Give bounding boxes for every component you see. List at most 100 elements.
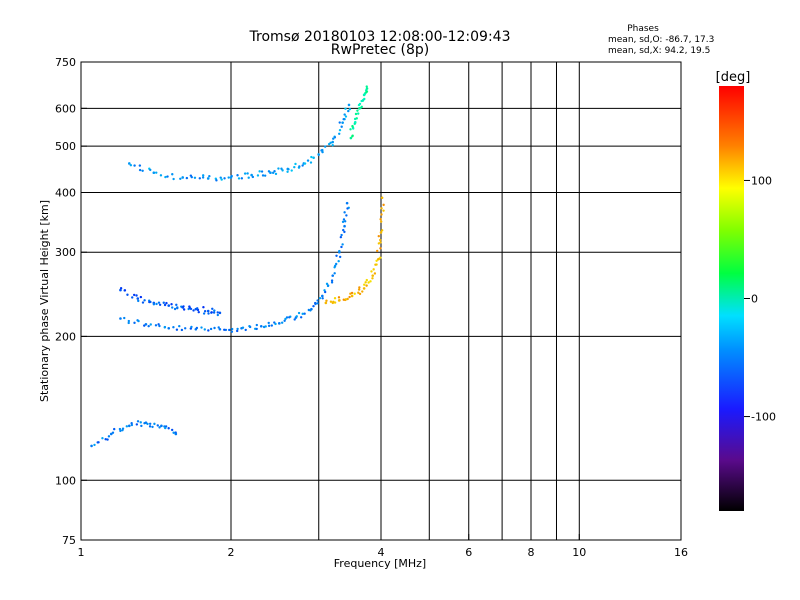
echo-point xyxy=(126,293,129,296)
echo-point xyxy=(329,141,332,145)
echo-point xyxy=(139,295,143,299)
echo-point xyxy=(256,174,260,177)
echo-point xyxy=(361,290,364,293)
echo-point xyxy=(382,209,385,212)
echo-point xyxy=(143,324,146,327)
echo-point xyxy=(356,109,359,112)
echo-point xyxy=(171,173,174,176)
echo-point xyxy=(357,288,361,291)
echo-point xyxy=(148,425,152,428)
echo-point xyxy=(380,229,384,232)
echo-point xyxy=(293,165,296,169)
echo-point xyxy=(363,97,366,101)
echo-point xyxy=(337,296,341,299)
echo-point xyxy=(297,166,301,169)
echo-point xyxy=(220,178,223,181)
echo-point xyxy=(170,303,173,306)
echo-point xyxy=(217,326,220,329)
echo-point xyxy=(193,176,197,179)
echo-point xyxy=(273,170,276,173)
echo-point xyxy=(223,177,226,180)
echo-point xyxy=(182,308,186,311)
echo-trace xyxy=(90,420,178,448)
echo-point xyxy=(379,220,383,223)
echo-point xyxy=(321,297,324,300)
echo-point xyxy=(363,283,366,286)
echo-point xyxy=(107,435,111,438)
echo-point xyxy=(173,307,177,311)
colorbar xyxy=(719,86,744,511)
echo-point xyxy=(130,423,134,427)
echo-point xyxy=(382,203,385,207)
echo-point xyxy=(316,302,319,305)
echo-point xyxy=(333,301,337,304)
echo-point xyxy=(131,296,134,299)
echo-point xyxy=(135,294,138,297)
echo-point xyxy=(213,326,216,330)
echo-point xyxy=(377,234,380,238)
echo-point xyxy=(310,155,313,159)
echo-point xyxy=(343,113,346,116)
echo-point xyxy=(330,279,334,282)
echo-point xyxy=(236,174,239,177)
echo-point xyxy=(325,282,329,286)
x-tick-label: 16 xyxy=(674,546,688,559)
grid-lines xyxy=(80,62,682,540)
echo-point xyxy=(175,328,179,331)
echo-point xyxy=(127,424,131,428)
echo-point xyxy=(125,425,129,428)
echo-point xyxy=(218,327,222,331)
echo-point xyxy=(365,85,368,88)
echo-point xyxy=(318,296,322,300)
echo-point xyxy=(351,134,354,137)
echo-point xyxy=(178,324,181,328)
echo-point xyxy=(138,164,142,167)
echo-point xyxy=(333,264,337,268)
echo-point xyxy=(283,319,286,322)
echo-point xyxy=(152,303,156,306)
x-tick-label: 4 xyxy=(378,546,385,559)
echo-point xyxy=(143,299,146,302)
echo-point xyxy=(210,311,213,314)
echo-point xyxy=(364,281,367,284)
echo-point xyxy=(321,150,324,154)
echo-point xyxy=(370,270,373,273)
echo-point xyxy=(197,310,200,314)
echo-point xyxy=(358,292,362,296)
echo-point xyxy=(270,324,274,327)
echo-point xyxy=(297,311,301,315)
echo-point xyxy=(155,302,158,306)
echo-point xyxy=(121,427,125,430)
echo-point xyxy=(208,174,211,178)
echo-point xyxy=(309,161,313,164)
echo-point xyxy=(181,176,185,179)
echo-point xyxy=(263,174,267,177)
echo-point xyxy=(332,137,335,140)
echo-point xyxy=(118,427,122,431)
echo-point xyxy=(379,231,383,234)
echo-point xyxy=(341,243,344,246)
echo-point xyxy=(246,172,249,175)
echo-point xyxy=(139,421,142,424)
echo-point xyxy=(259,324,263,328)
echo-point xyxy=(286,170,289,174)
echo-point xyxy=(342,228,345,232)
echo-point xyxy=(213,309,216,312)
echo-point xyxy=(141,169,144,172)
echo-point xyxy=(163,303,167,307)
echo-point xyxy=(347,103,351,107)
echo-point xyxy=(159,174,163,177)
echo-point xyxy=(158,324,161,328)
echo-point xyxy=(162,301,165,304)
echo-point xyxy=(179,177,182,180)
echo-point xyxy=(267,324,271,328)
echo-point xyxy=(289,315,292,318)
echo-point xyxy=(227,176,230,179)
echo-point xyxy=(338,132,341,136)
echo-point xyxy=(158,303,162,306)
echo-point xyxy=(350,291,354,295)
echo-point xyxy=(303,162,307,165)
echo-point xyxy=(371,277,374,280)
echo-point xyxy=(346,297,349,301)
echo-point xyxy=(258,170,261,173)
